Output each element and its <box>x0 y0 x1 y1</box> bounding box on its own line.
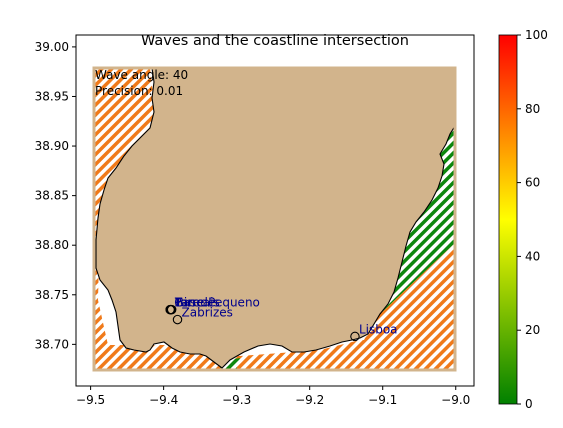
x-tick-label: −9.4 <box>149 393 178 407</box>
x-tick-label: −9.2 <box>295 393 324 407</box>
annotation-wave-angle: Wave angle: 40 <box>95 68 188 82</box>
colorbar-tick-label: 40 <box>525 249 540 263</box>
x-tick-label: −9.3 <box>222 393 251 407</box>
colorbar-tick-label: 20 <box>525 323 540 337</box>
place-label: Lisboa <box>359 322 398 336</box>
y-tick-label: 38.70 <box>35 337 69 351</box>
colorbar-tick-label: 80 <box>525 102 540 116</box>
x-tick-label: −9.5 <box>76 393 105 407</box>
x-tick-label: −9.0 <box>441 393 470 407</box>
x-tick-label: −9.1 <box>368 393 397 407</box>
colorbar-tick-label: 60 <box>525 176 540 190</box>
colorbar-tick-label: 100 <box>525 28 548 42</box>
y-axis: 38.70 38.75 38.80 38.85 38.90 38.95 39.00 <box>35 40 76 351</box>
x-axis: −9.5 −9.4 −9.3 −9.2 −9.1 −9.0 <box>76 386 470 407</box>
colorbar-tick-label: 0 <box>525 397 533 411</box>
y-tick-label: 38.75 <box>35 288 69 302</box>
y-tick-label: 38.85 <box>35 189 69 203</box>
y-tick-label: 38.80 <box>35 238 69 252</box>
place-label: Zabrizes <box>182 306 233 320</box>
map-layer <box>94 68 455 370</box>
colorbar <box>499 35 517 404</box>
y-tick-label: 38.95 <box>35 89 69 103</box>
chart-title: Waves and the coastline intersection <box>141 33 409 49</box>
annotation-precision: Precision: 0.01 <box>95 84 183 98</box>
y-tick-label: 38.90 <box>35 139 69 153</box>
colorbar-axis: 0 20 40 60 80 100 <box>517 28 548 411</box>
y-tick-label: 39.00 <box>35 40 69 54</box>
